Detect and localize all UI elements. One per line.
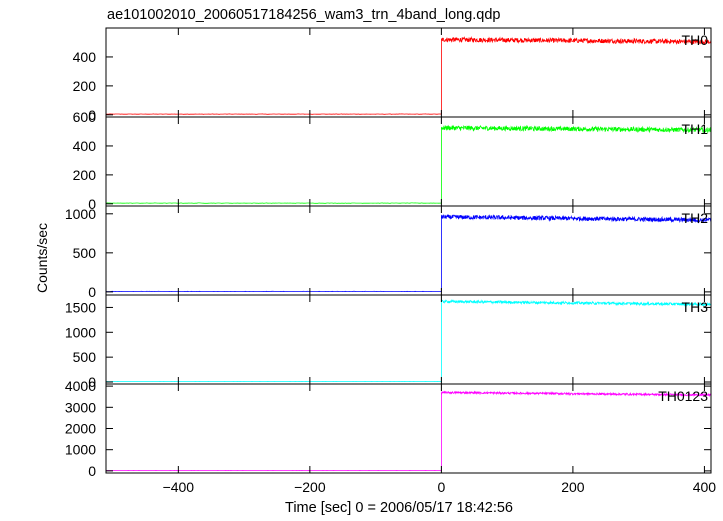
x-tick-label: −400 — [163, 479, 195, 495]
y-axis-label: Counts/sec — [34, 223, 50, 293]
y-tick-label-th2: 1000 — [65, 206, 96, 222]
y-tick-label-th0: 0 — [88, 107, 96, 123]
chart-title: ae101002010_20060517184256_wam3_trn_4ban… — [107, 7, 500, 23]
series-line-th0123 — [106, 390, 712, 471]
x-tick-label: 200 — [561, 479, 585, 495]
panels-group: 0 200 400 TH0 0 200 400 600 TH1 0 500 1000 TH2 0 500 10… — [65, 27, 717, 495]
y-tick-label-th0123: 0 — [88, 463, 96, 479]
series-label-th0: TH0 — [682, 32, 709, 48]
y-tick-label-th0123: 1000 — [65, 442, 96, 458]
y-tick-label-th3: 1000 — [65, 324, 96, 340]
x-tick-label: −200 — [294, 479, 326, 495]
series-line-th1 — [105, 124, 712, 204]
y-tick-label-th1: 400 — [73, 138, 97, 154]
y-tick-label-th0123: 2000 — [65, 421, 96, 437]
x-tick-label: 400 — [693, 479, 717, 495]
y-tick-label-th3: 1500 — [65, 299, 96, 315]
y-tick-label-th2: 500 — [73, 245, 97, 261]
y-tick-label-th3: 500 — [73, 349, 97, 365]
y-tick-label-th0: 400 — [73, 49, 97, 65]
series-label-th3: TH3 — [682, 299, 709, 315]
y-tick-label-th0: 200 — [73, 78, 97, 94]
x-tick-label: 0 — [437, 479, 445, 495]
y-tick-label-th3: 0 — [88, 374, 96, 390]
panel-frame-th0123 — [105, 383, 712, 474]
y-tick-label-th2: 0 — [88, 284, 96, 300]
y-tick-label-th1: 0 — [88, 196, 96, 212]
series-line-th0 — [105, 36, 712, 115]
y-tick-label-th0123: 4000 — [65, 378, 96, 394]
panel-frame-th3 — [105, 294, 712, 385]
series-line-th2 — [105, 214, 712, 293]
y-tick-label-th1: 600 — [73, 109, 97, 125]
series-line-th3 — [106, 299, 712, 383]
series-label-th0123: TH0123 — [658, 388, 708, 404]
x-axis-label: Time [sec] 0 = 2006/05/17 18:42:56 — [285, 500, 513, 516]
series-label-th1: TH1 — [682, 121, 709, 137]
y-tick-label-th0123: 3000 — [65, 399, 96, 415]
series-label-th2: TH2 — [682, 210, 709, 226]
y-tick-label-th1: 200 — [73, 167, 97, 183]
